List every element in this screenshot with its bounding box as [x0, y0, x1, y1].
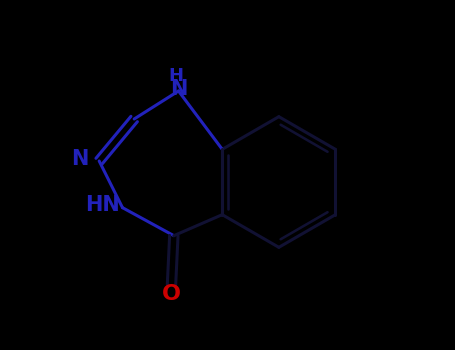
Text: HN: HN [86, 195, 120, 215]
Text: N: N [170, 79, 187, 99]
Text: N: N [71, 149, 88, 169]
Text: O: O [162, 284, 181, 304]
Text: H: H [169, 67, 184, 85]
